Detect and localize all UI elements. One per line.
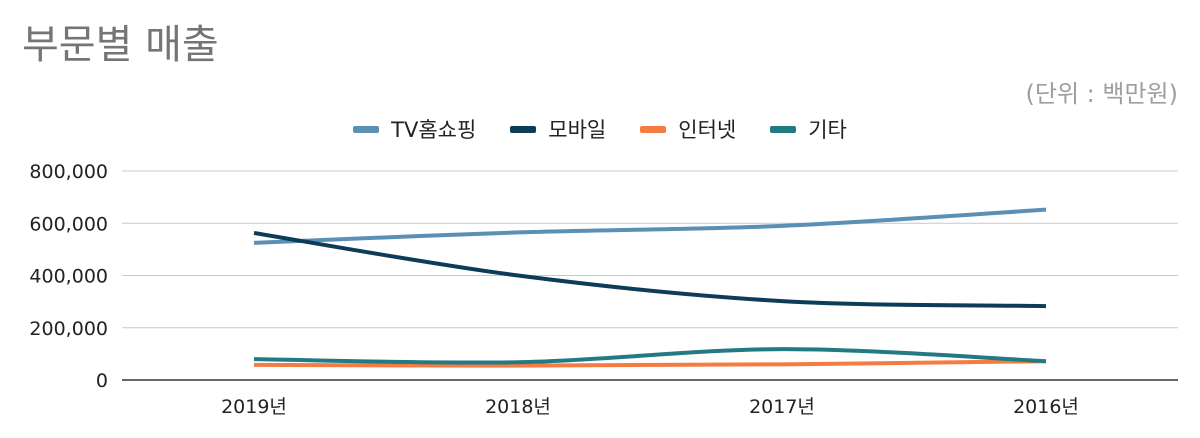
x-tick-label: 2018년	[485, 396, 551, 418]
unit-note: (단위 : 백만원)	[1025, 80, 1178, 108]
legend-item-tv-home-shopping[interactable]: TV홈쇼핑	[353, 114, 476, 144]
legend-label: 기타	[808, 118, 847, 142]
chart-title: 부문별 매출	[22, 22, 219, 68]
y-tick-label: 800,000	[29, 161, 108, 183]
series-line-2	[253, 359, 1047, 368]
series-line-3	[253, 347, 1047, 365]
y-tick-label: 200,000	[29, 318, 108, 340]
legend-swatch	[353, 125, 380, 133]
legend: TV홈쇼핑 모바일 인터넷 기타	[0, 114, 1200, 144]
legend-item-mobile[interactable]: 모바일	[510, 114, 606, 144]
y-tick-label: 0	[96, 370, 108, 392]
series-line-0	[253, 207, 1047, 245]
series-line-1	[253, 230, 1047, 309]
legend-item-other[interactable]: 기타	[770, 114, 847, 144]
x-tick-label: 2019년	[221, 396, 287, 418]
x-tick-label: 2016년	[1013, 396, 1079, 418]
legend-label: 인터넷	[678, 118, 737, 142]
y-tick-label: 400,000	[29, 266, 108, 288]
legend-label: TV홈쇼핑	[391, 118, 477, 142]
legend-label: 모바일	[548, 118, 607, 142]
y-tick-label: 600,000	[29, 213, 108, 235]
legend-swatch	[640, 125, 667, 133]
legend-swatch	[510, 125, 537, 133]
x-tick-label: 2017년	[749, 396, 815, 418]
legend-swatch	[770, 125, 797, 133]
legend-item-internet[interactable]: 인터넷	[640, 114, 736, 144]
